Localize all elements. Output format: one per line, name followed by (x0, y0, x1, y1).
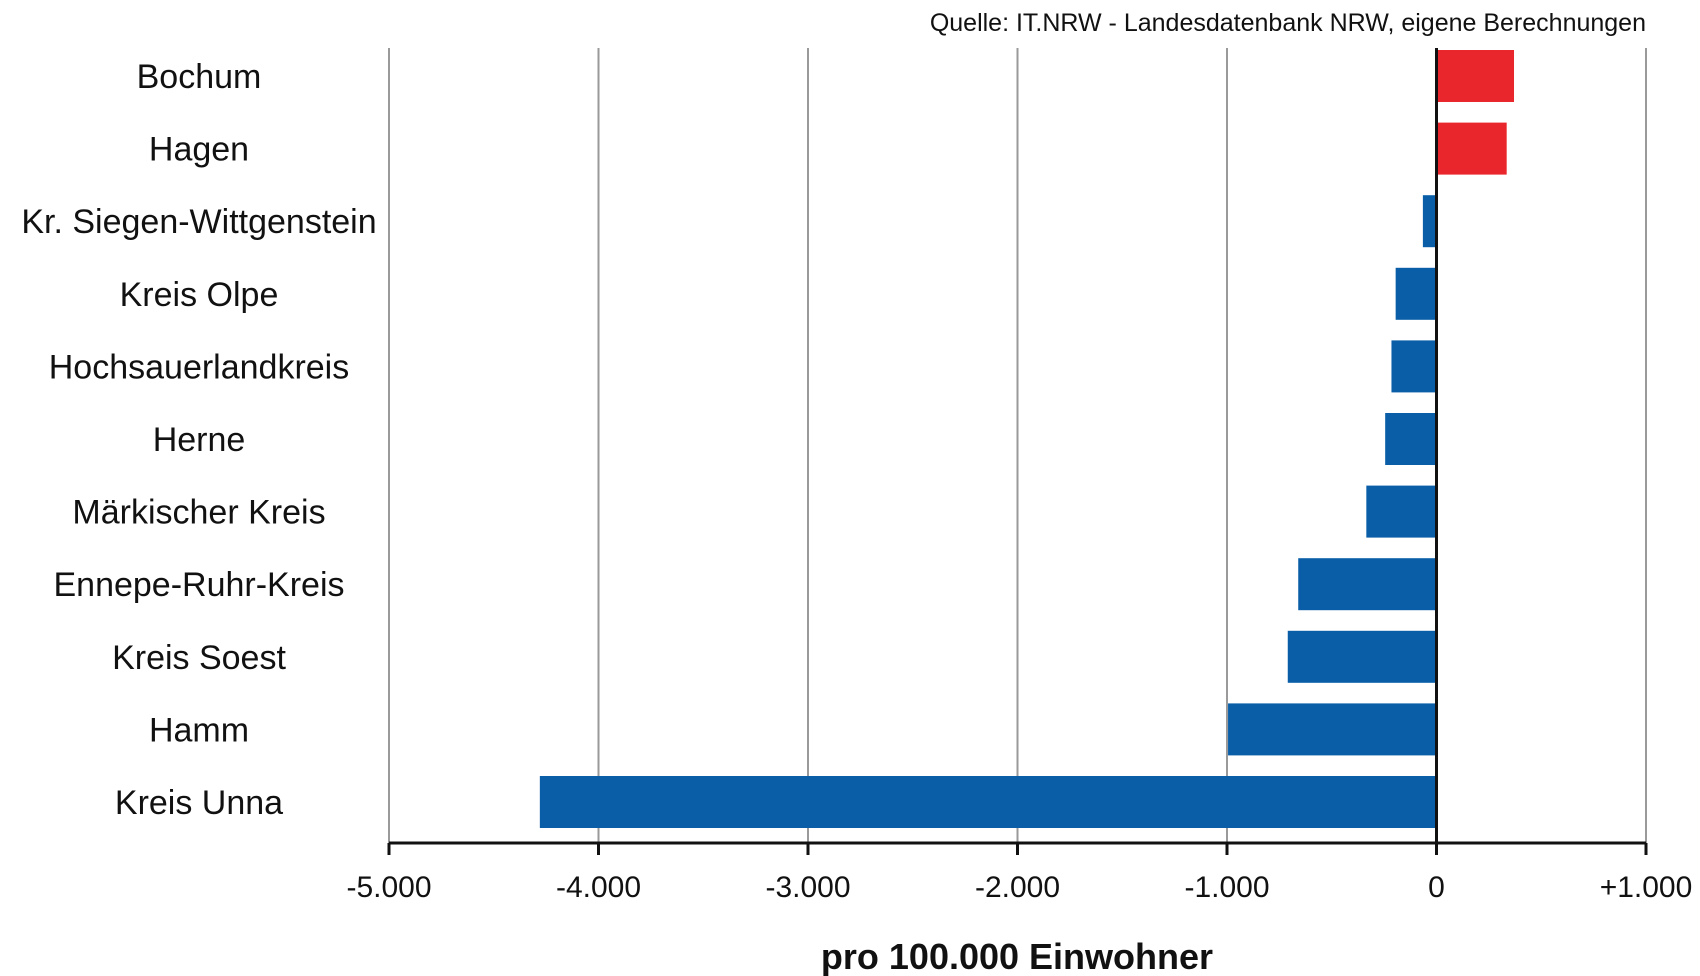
gridlines (388, 48, 1647, 843)
bar-2 (1422, 195, 1437, 248)
category-label-2: Kr. Siegen-Wittgenstein (21, 203, 376, 241)
category-label-8: Kreis Soest (112, 639, 286, 677)
category-label-10: Kreis Unna (115, 784, 283, 822)
bar-6 (1366, 485, 1437, 538)
bar-4 (1391, 340, 1437, 393)
source-note: Quelle: IT.NRW - Landesdatenbank NRW, ei… (930, 9, 1646, 37)
category-label-5: Herne (153, 421, 246, 459)
tick-label-6: +1.000 (1600, 871, 1693, 904)
x-axis-title: pro 100.000 Einwohner (821, 936, 1213, 976)
category-label-4: Hochsauerlandkreis (49, 348, 350, 386)
category-label-7: Ennepe-Ruhr-Kreis (53, 566, 344, 604)
bar-7 (1298, 558, 1437, 611)
tick-label-0: -5.000 (346, 871, 431, 904)
x-axis: -5.000 -4.000 -3.000 -2.000 -1.000 0 +1.000 (346, 48, 1692, 904)
bar-9 (1228, 703, 1437, 756)
bar-0 (1436, 50, 1515, 102)
bar-1 (1436, 122, 1507, 175)
category-labels: Bochum Hagen Kr. Siegen-Wittgenstein Kreis … (21, 58, 376, 822)
bar-3 (1395, 267, 1437, 320)
category-label-1: Hagen (149, 131, 249, 169)
tick-label-5: 0 (1428, 871, 1445, 904)
bar-8 (1287, 630, 1437, 683)
bar-10 (539, 776, 1437, 828)
tick-label-1: -4.000 (556, 871, 641, 904)
category-label-9: Hamm (149, 711, 249, 749)
bar-5 (1385, 413, 1437, 465)
category-label-6: Märkischer Kreis (72, 494, 325, 532)
tick-label-4: -1.000 (1184, 871, 1269, 904)
tick-label-3: -2.000 (975, 871, 1060, 904)
category-label-0: Bochum (137, 58, 262, 96)
category-label-3: Kreis Olpe (120, 276, 279, 314)
tick-label-2: -3.000 (765, 871, 850, 904)
bars (539, 50, 1515, 828)
